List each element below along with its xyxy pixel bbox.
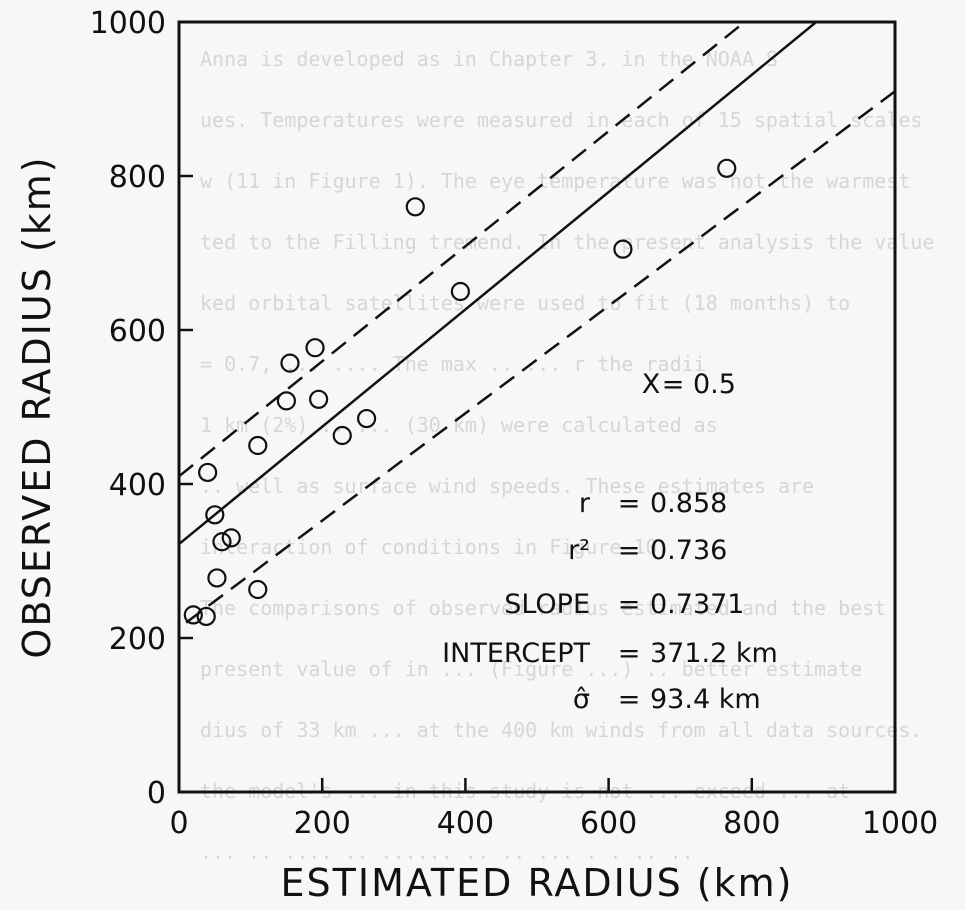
bleed-through-line: = 0.7, ... .... The max .. ... r the rad… bbox=[200, 352, 706, 376]
x-tick-label: 0 bbox=[169, 806, 188, 841]
plot-frame bbox=[177, 20, 897, 794]
stat-label: SLOPE bbox=[504, 589, 590, 620]
bleed-through-line: The comparisons of observed radius estim… bbox=[200, 596, 886, 620]
regression-line bbox=[178, 21, 818, 546]
bleed-through-line: .. well as surface wind speeds. These es… bbox=[200, 474, 814, 498]
bleed-through-line: ues. Temperatures were measured in each … bbox=[200, 108, 922, 132]
y-tick-label: 400 bbox=[109, 468, 166, 503]
bleed-through-line: dius of 33 km ... at the 400 km winds fr… bbox=[200, 718, 922, 742]
stat-value: 0.7371 bbox=[650, 589, 744, 620]
data-point bbox=[248, 435, 268, 456]
bleed-through-line: present value of in ... (Figure ...) .. … bbox=[200, 657, 862, 681]
y-tick-label: 0 bbox=[147, 776, 166, 811]
y-tick-label: 800 bbox=[109, 160, 166, 195]
y-tick-label: 1000 bbox=[90, 6, 166, 41]
confidence-bound-line bbox=[185, 90, 896, 624]
bleed-through-line: ... .. .... .. ...... .. .. ... . . .. .… bbox=[200, 840, 694, 864]
fit-lines bbox=[178, 21, 896, 624]
data-point bbox=[207, 568, 227, 588]
data-point bbox=[332, 425, 352, 446]
stat-label: X bbox=[642, 369, 661, 400]
y-tick-label: 600 bbox=[109, 314, 166, 349]
bleed-through-line: Anna is developed as in Chapter 3. in th… bbox=[200, 47, 778, 71]
data-point bbox=[613, 239, 633, 259]
stat-equals: = bbox=[618, 638, 641, 669]
data-point bbox=[405, 197, 425, 217]
data-point bbox=[356, 408, 377, 429]
stat-value: 93.4 km bbox=[650, 684, 761, 715]
x-axis-title: ESTIMATED RADIUS (km) bbox=[281, 861, 794, 905]
x-tick-label: 1000 bbox=[862, 806, 938, 841]
bleed-through-text: Anna is developed as in Chapter 3. in th… bbox=[200, 47, 935, 864]
bleed-through-line: interaction of conditions in Figure 10. bbox=[200, 535, 670, 559]
confidence-bound-line bbox=[178, 21, 746, 478]
x-tick-label: 200 bbox=[294, 806, 351, 841]
data-point bbox=[280, 353, 300, 373]
data-point bbox=[198, 462, 218, 483]
stat-value: 0.5 bbox=[693, 369, 736, 400]
stat-equals: = bbox=[618, 684, 641, 715]
x-tick-label: 800 bbox=[723, 806, 780, 841]
bleed-through-line: ted to the Filling tremend. In the prese… bbox=[200, 230, 935, 254]
stat-label: σ̂ bbox=[573, 684, 590, 715]
axis-ticks: 0 200 400 600 800 1000 0 200 400 600 800 1000 bbox=[90, 6, 939, 841]
data-point bbox=[221, 528, 241, 548]
stat-equals: = bbox=[618, 488, 641, 519]
data-point bbox=[196, 606, 216, 627]
stat-label: r bbox=[579, 488, 591, 519]
data-point bbox=[205, 505, 225, 525]
data-point bbox=[276, 391, 296, 411]
data-point bbox=[450, 281, 470, 302]
data-point bbox=[183, 605, 203, 625]
x-tick-label: 600 bbox=[580, 806, 637, 841]
stat-equals: = bbox=[618, 589, 641, 620]
stat-label: INTERCEPT bbox=[442, 638, 590, 669]
stat-label: r² bbox=[568, 535, 590, 566]
stat-equals: = bbox=[662, 369, 685, 400]
data-point bbox=[212, 532, 232, 552]
y-tick-label: 200 bbox=[109, 622, 166, 657]
stat-value: 0.858 bbox=[650, 488, 727, 519]
data-point bbox=[309, 389, 329, 409]
stat-value: 0.736 bbox=[650, 535, 727, 566]
bleed-through-line: 1 km (2%) .. ... (30 km) were calculated… bbox=[200, 413, 718, 437]
y-axis-title: OBSERVED RADIUS (km) bbox=[15, 155, 59, 658]
data-point bbox=[717, 158, 737, 178]
x-tick-label: 400 bbox=[437, 806, 494, 841]
stat-equals: = bbox=[618, 535, 641, 566]
bleed-through-line: ked orbital satellites were used to fit … bbox=[200, 291, 850, 315]
data-point bbox=[248, 579, 268, 600]
data-point bbox=[305, 338, 325, 358]
data-points bbox=[183, 158, 737, 627]
stat-value: 371.2 km bbox=[650, 638, 778, 669]
